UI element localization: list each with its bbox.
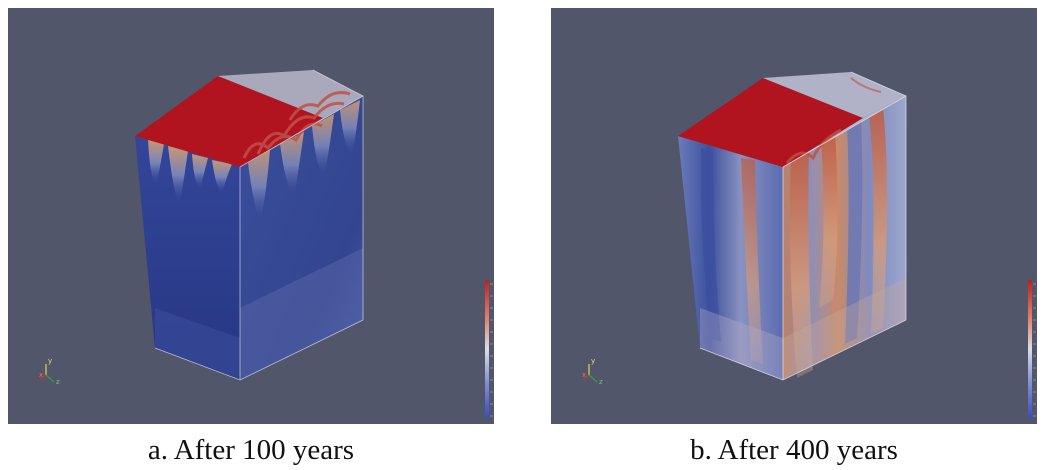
simulation-render-panel-a: y x z <box>8 8 494 424</box>
simulation-render-panel-b: y x z <box>551 8 1037 424</box>
axis-label-z: z <box>56 378 60 386</box>
block-side-face <box>240 96 363 380</box>
color-legend-bar <box>1028 280 1032 418</box>
axis-label-y: y <box>591 357 596 365</box>
figure-caption-a: a. After 100 years <box>147 434 355 466</box>
axis-label-x: x <box>39 371 44 379</box>
plume-fingers-front <box>148 140 232 204</box>
orientation-axes: y x z <box>577 358 617 398</box>
axis-label-z: z <box>599 378 603 386</box>
orientation-axes-lines <box>582 364 598 383</box>
block-top-red <box>135 76 323 167</box>
plume-streaks-front <box>700 148 763 364</box>
orientation-axes-lines <box>39 364 55 383</box>
render-canvas-a <box>39 69 493 418</box>
plume-fingers-side <box>248 100 360 223</box>
block-top-pattern <box>763 72 906 118</box>
figure-caption-b: b. After 400 years <box>690 434 898 466</box>
orientation-axes: y x z <box>34 358 74 398</box>
axis-label-x: x <box>582 371 587 379</box>
color-legend-bar <box>485 280 489 418</box>
plume-streaks-side <box>789 106 887 378</box>
render-canvas-b <box>582 71 1036 418</box>
axis-label-y: y <box>48 357 53 365</box>
block-top-red <box>678 78 863 167</box>
